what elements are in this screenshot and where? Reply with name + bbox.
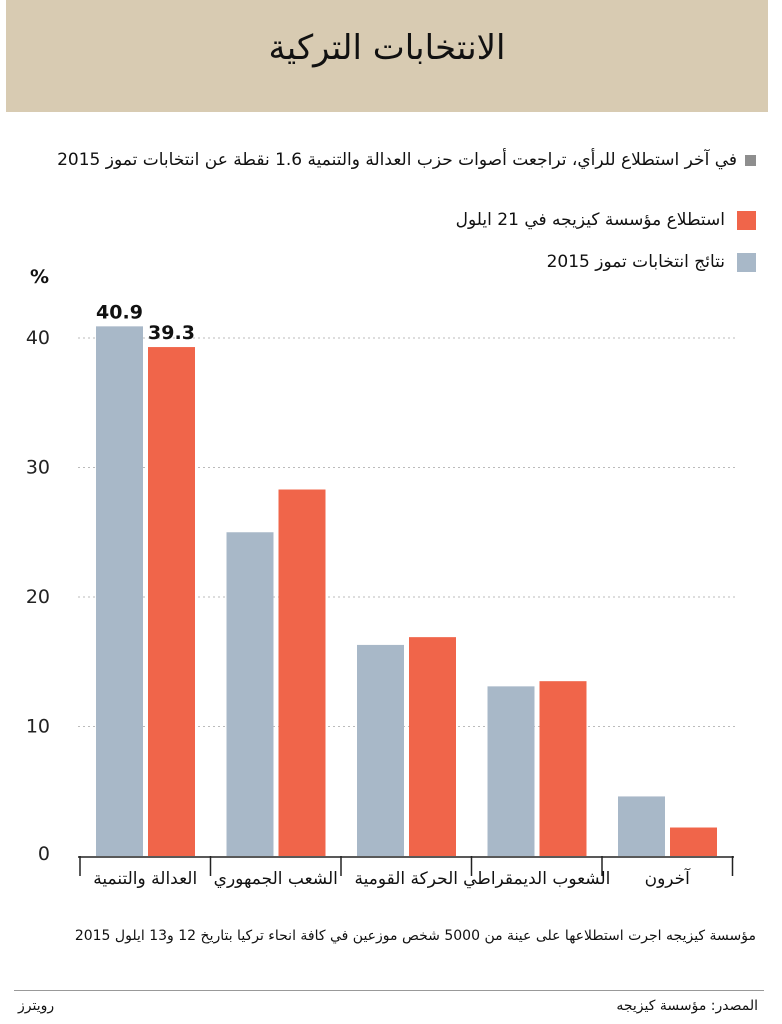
methodology-note: مؤسسة كيزيجه اجرت استطلاعها على عينة من …	[74, 928, 756, 944]
bar-poll-2	[409, 637, 456, 856]
legend-swatch-election	[737, 252, 756, 272]
x-category-label-2: الحركة القومية	[354, 869, 458, 889]
bar-poll-3	[539, 681, 587, 856]
source-text: المصدر: مؤسسة كيزيجه	[616, 998, 758, 1014]
bullet-square-icon	[745, 154, 756, 166]
x-category-label-0: العدالة والتنمية	[93, 869, 197, 889]
bar-election-1	[226, 532, 274, 856]
bar-poll-0	[148, 347, 195, 856]
x-category-label-3: الشعوب الديمقراطي	[463, 869, 610, 889]
credit-text: رويترز	[18, 998, 55, 1014]
y-tick-label-30: 30	[26, 457, 50, 479]
subtitle-text: في آخر استطلاع للرأي، تراجعت أصوات حزب ا…	[57, 150, 737, 170]
bar-election-4	[618, 796, 665, 856]
legend-label-election: نتائج انتخابات تموز 2015	[546, 252, 725, 272]
chart-title: الانتخابات التركية	[268, 28, 506, 68]
y-tick-label-0: 0	[38, 843, 50, 865]
data-label-1: 39.3	[148, 322, 195, 344]
bar-election-3	[487, 686, 535, 856]
x-category-label-1: الشعب الجمهوري	[214, 869, 338, 889]
legend-item-poll: استطلاع مؤسسة كيزيجه في 21 ايلول	[456, 210, 756, 230]
x-category-label-4: آخرون	[645, 867, 692, 889]
bar-poll-4	[670, 827, 717, 856]
footer-divider	[14, 990, 764, 991]
legend-label-poll: استطلاع مؤسسة كيزيجه في 21 ايلول	[455, 210, 725, 230]
legend-swatch-poll	[737, 210, 756, 230]
header-banner: الانتخابات التركية	[6, 0, 768, 112]
y-tick-label-20: 20	[26, 586, 50, 608]
y-tick-label-40: 40	[26, 327, 50, 349]
subtitle: في آخر استطلاع للرأي، تراجعت أصوات حزب ا…	[26, 150, 756, 170]
bar-poll-1	[278, 489, 326, 856]
bar-election-0	[96, 326, 143, 857]
bar-election-2	[357, 644, 404, 856]
y-tick-label-10: 10	[26, 716, 50, 738]
data-label-0: 40.9	[96, 301, 143, 323]
legend-item-election: نتائج انتخابات تموز 2015	[547, 252, 756, 272]
y-axis-unit: %	[30, 266, 50, 288]
